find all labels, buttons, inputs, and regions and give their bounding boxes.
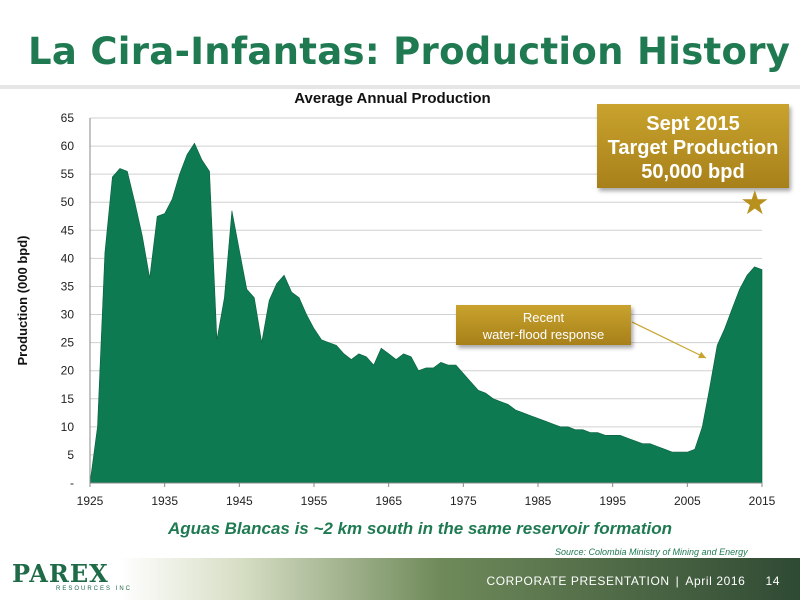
footer-text: CORPORATE PRESENTATION | April 2016 14 [486,574,780,588]
y-tick-label: 50 [61,195,75,209]
callout-target-line1: Sept 2015 [646,113,740,135]
y-tick-label: 60 [61,139,75,153]
x-tick-label: 1965 [375,494,402,508]
target-production-callout: Sept 2015 Target Production 50,000 bpd [597,104,789,188]
page-title: La Cira-Infantas: Production History [28,30,791,73]
callout-recent-line2: water-flood response [482,327,605,342]
x-tick-label: 1975 [450,494,477,508]
callout-recent-line1: Recent [522,310,565,325]
x-tick-label: 1995 [599,494,626,508]
footer-separator: | [675,574,680,588]
waterflood-callout: Recent water-flood response [456,305,631,345]
y-tick-label: 55 [61,167,75,181]
footer-date: April 2016 [685,574,746,588]
x-tick-label: 2005 [674,494,701,508]
company-logo: PAREX RESOURCES INC [12,559,133,593]
page-number: 14 [765,574,780,588]
y-tick-label: 5 [67,448,74,462]
x-tick-label: 1955 [301,494,328,508]
chart-title: Average Annual Production [294,90,491,107]
x-tick-label: 1935 [151,494,178,508]
x-tick-label: 1925 [77,494,104,508]
y-tick-label: 35 [61,279,75,293]
callout-target-line3: 50,000 bpd [641,161,745,183]
y-tick-label: 30 [61,308,75,322]
y-tick-label: 45 [61,223,75,237]
x-tick-label: 1985 [525,494,552,508]
y-tick-label: - [70,476,74,490]
y-tick-label: 25 [61,336,75,350]
callout-arrow [631,321,707,359]
y-tick-label: 40 [61,251,75,265]
y-tick-label: 15 [61,392,75,406]
x-tick-label: 1945 [226,494,253,508]
source-note: Source: Colombia Ministry of Mining and … [555,547,748,557]
chart-subtitle: Aguas Blancas is ~2 km south in the same… [167,519,673,538]
callout-target-line2: Target Production [607,137,779,159]
logo-subtitle: RESOURCES INC [56,586,133,592]
x-tick-label: 2015 [749,494,776,508]
y-axis-label: Production (000 bpd) [15,236,30,366]
production-area [89,142,763,484]
footer-label: CORPORATE PRESENTATION [486,574,670,588]
y-tick-label: 65 [61,111,75,125]
star-icon: ★ [740,184,770,221]
y-tick-label: 20 [61,364,75,378]
logo-wordmark: PAREX [12,559,109,588]
title-divider [0,85,800,89]
y-tick-label: 10 [61,420,75,434]
footer-bar [0,558,800,600]
